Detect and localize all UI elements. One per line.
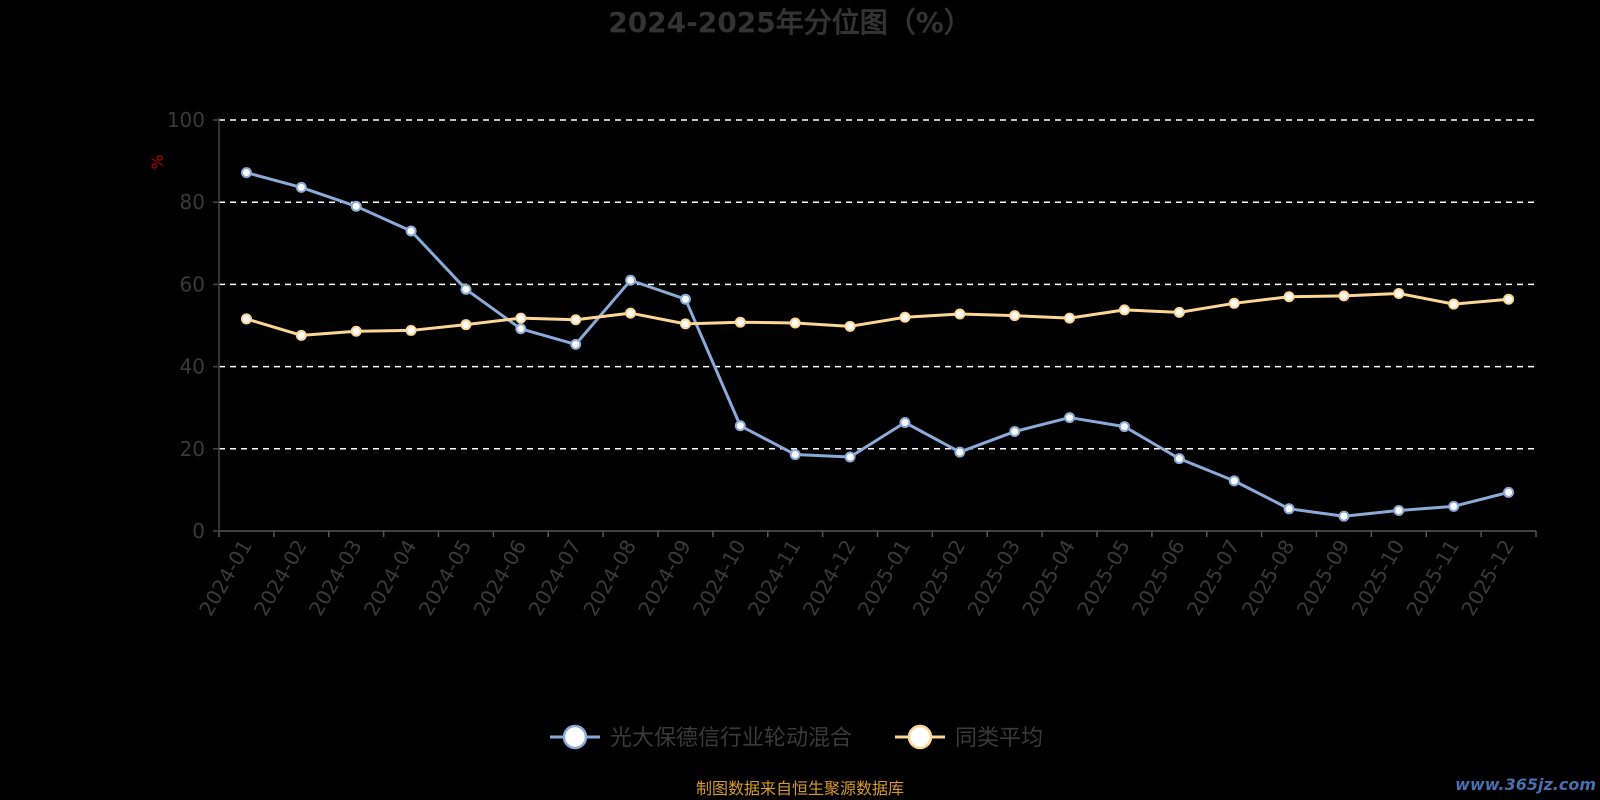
data-point: [789, 317, 801, 329]
x-tick-label: 2025-08: [1237, 536, 1300, 620]
grid-lines: [219, 119, 1536, 450]
legend-label: 光大保德信行业轮动混合: [610, 726, 852, 751]
legend-marker: [907, 724, 933, 750]
legend: 光大保德信行业轮动混合 同类平均: [550, 724, 1043, 751]
data-point: [1173, 306, 1185, 318]
data-point: [1448, 298, 1460, 310]
x-tick-label: 2024-09: [633, 536, 696, 620]
series-2: [240, 287, 1515, 341]
data-point: [240, 167, 252, 179]
y-axis-unit: %: [148, 154, 167, 169]
x-tick-label: 2025-03: [962, 536, 1025, 620]
data-point: [1283, 291, 1295, 303]
data-point: [899, 311, 911, 323]
data-point: [460, 319, 472, 331]
data-source-note: 制图数据来自恒生聚源数据库: [696, 779, 904, 798]
legend-item-1: 光大保德信行业轮动混合: [550, 724, 852, 751]
data-point: [1503, 486, 1515, 498]
axes: [218, 118, 1536, 532]
x-tick-label: 2024-07: [523, 536, 586, 620]
data-point: [1393, 287, 1405, 299]
legend-label: 同类平均: [955, 726, 1043, 751]
x-tick-label: 2024-08: [578, 536, 641, 620]
y-tick-label: 100: [167, 108, 205, 132]
data-point: [1338, 290, 1350, 302]
data-point: [954, 446, 966, 458]
x-tick-label: 2024-04: [359, 536, 422, 620]
y-tick-label: 80: [180, 190, 205, 214]
data-point: [515, 323, 527, 335]
data-point: [625, 307, 637, 319]
x-tick-label: 2025-04: [1017, 536, 1080, 620]
data-point: [1118, 304, 1130, 316]
data-point: [460, 283, 472, 295]
data-point: [734, 316, 746, 328]
data-point: [1393, 504, 1405, 516]
data-point: [350, 200, 362, 212]
data-point: [1173, 453, 1185, 465]
legend-item-2: 同类平均: [895, 724, 1043, 751]
data-point: [679, 318, 691, 330]
data-point: [1228, 297, 1240, 309]
x-tick-label: 2024-10: [688, 536, 751, 620]
x-tick-label: 2024-05: [414, 536, 477, 620]
data-point: [844, 451, 856, 463]
data-point: [1064, 412, 1076, 424]
data-point: [1064, 312, 1076, 324]
y-tick-label: 40: [180, 355, 205, 379]
chart-title: 2024-2025年分位图（%）: [608, 6, 972, 39]
data-point: [350, 325, 362, 337]
x-tick-label: 2024-01: [194, 536, 257, 620]
x-tick-label: 2025-06: [1127, 536, 1190, 620]
data-point: [405, 324, 417, 336]
x-tick-label: 2025-07: [1182, 536, 1245, 620]
data-point: [954, 308, 966, 320]
series-line: [246, 171, 1509, 518]
data-point: [679, 293, 691, 305]
data-point: [1118, 421, 1130, 433]
data-point: [1503, 293, 1515, 305]
x-tick-label: 2025-05: [1072, 536, 1135, 620]
x-tick-label: 2025-12: [1456, 536, 1519, 620]
y-tick-label: 60: [180, 272, 205, 296]
data-point: [295, 181, 307, 193]
data-point: [515, 312, 527, 324]
x-tick-label: 2024-12: [798, 536, 861, 620]
data-point: [1009, 310, 1021, 322]
data-point: [734, 420, 746, 432]
data-point: [1228, 475, 1240, 487]
data-point: [844, 320, 856, 332]
series-1: [240, 167, 1515, 522]
x-axis-ticks: 2024-012024-022024-032024-042024-052024-…: [194, 531, 1537, 620]
x-tick-label: 2024-03: [304, 536, 367, 620]
legend-marker: [562, 724, 588, 750]
series-line: [246, 291, 1509, 337]
y-axis-ticks: 0 20 40 60 80 100: [167, 108, 219, 543]
data-point: [1009, 426, 1021, 438]
x-tick-label: 2025-09: [1292, 536, 1355, 620]
y-tick-label: 20: [180, 437, 205, 461]
y-tick-label: 0: [192, 519, 205, 543]
series-group: [240, 167, 1515, 522]
data-point: [295, 329, 307, 341]
data-point: [240, 313, 252, 325]
x-tick-label: 2024-02: [249, 536, 312, 620]
data-point: [789, 449, 801, 461]
x-tick-label: 2024-06: [469, 536, 532, 620]
data-point: [899, 416, 911, 428]
data-point: [625, 274, 637, 286]
x-tick-label: 2025-10: [1347, 536, 1410, 620]
watermark: www.365jz.com: [1455, 775, 1596, 794]
data-point: [405, 225, 417, 237]
x-tick-label: 2025-02: [908, 536, 971, 620]
x-tick-label: 2025-01: [853, 536, 916, 620]
data-point: [1448, 500, 1460, 512]
data-point: [570, 338, 582, 350]
data-point: [1338, 510, 1350, 522]
data-point: [570, 314, 582, 326]
x-tick-label: 2024-11: [743, 536, 806, 620]
data-point: [1283, 503, 1295, 515]
x-tick-label: 2025-11: [1401, 536, 1464, 620]
